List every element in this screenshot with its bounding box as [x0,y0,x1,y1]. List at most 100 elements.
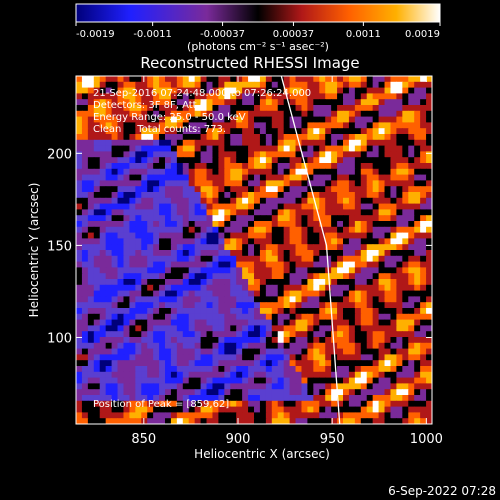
heatmap-cell [93,325,101,332]
heatmap-cell [348,383,356,390]
heatmap-cell [319,87,326,94]
heatmap-cell [248,290,255,297]
heatmap-cell [307,302,314,309]
heatmap-cell [176,377,184,384]
heatmap-cell [307,145,314,152]
heatmap-cell [372,395,380,402]
heatmap-cell [135,76,142,83]
heatmap-cell [248,163,255,170]
heatmap-cell [414,105,421,112]
heatmap-cell [188,151,196,158]
heatmap-cell [87,366,95,373]
heatmap-cell [212,203,219,210]
heatmap-cell [343,331,350,338]
heatmap-cell [426,342,432,350]
heatmap-cell [295,296,303,303]
heatmap-cell [378,250,386,257]
heatmap-cell [182,128,190,135]
heatmap-cell [396,128,403,135]
heatmap-cell [188,209,196,216]
heatmap-cell [99,209,107,216]
heatmap-cell [408,174,415,181]
heatmap-cell [259,360,267,367]
heatmap-cell [99,215,107,222]
heatmap-cell [337,377,344,384]
heatmap-cell [390,319,397,326]
heatmap-cell [271,180,279,187]
heatmap-cell [426,186,432,193]
heatmap-cell [378,168,386,176]
heatmap-cell [165,313,172,321]
heatmap-cell [325,348,332,355]
heatmap-cell [212,319,219,326]
heatmap-cell [396,151,403,158]
heatmap-cell [289,93,297,100]
heatmap-cell [135,261,142,268]
heatmap-cell [259,406,267,413]
heatmap-cell [165,261,172,268]
heatmap-cell [176,389,184,396]
heatmap-cell [301,226,308,234]
heatmap-cell [200,151,208,158]
heatmap-cell [313,81,320,89]
heatmap-cell [159,290,166,297]
heatmap-cell [206,76,214,83]
heatmap-cell [426,250,432,257]
heatmap-cell [325,139,332,147]
heatmap-cell [426,395,432,402]
heatmap-cell [153,371,160,379]
heatmap-cell [212,279,219,286]
heatmap-cell [218,406,225,413]
heatmap-cell [289,377,297,384]
heatmap-cell [348,81,356,89]
heatmap-cell [343,232,350,239]
heatmap-cell [408,128,415,135]
heatmap-cell [337,319,344,326]
heatmap-cell [159,116,166,123]
heatmap-cell [242,371,249,379]
heatmap-cell [76,151,83,158]
heatmap-cell [402,279,409,286]
heatmap-cell [384,302,392,309]
heatmap-cell [176,279,184,286]
heatmap-cell [81,151,89,158]
heatmap-cell [242,308,249,315]
heatmap-cell [105,76,113,83]
heatmap-cell [366,342,374,350]
heatmap-cell [372,348,380,355]
heatmap-cell [384,145,392,152]
heatmap-cell [331,116,338,123]
heatmap-cell [313,290,320,297]
heatmap-cell [384,134,392,141]
heatmap-cell [402,319,409,326]
heatmap-cell [384,105,392,112]
heatmap-cell [123,186,130,193]
heatmap-cell [117,255,125,263]
heatmap-cell [135,134,142,141]
heatmap-cell [414,406,421,413]
heatmap-cell [283,360,291,367]
heatmap-cell [396,209,403,216]
heatmap-cell [265,377,273,384]
heatmap-cell [390,128,397,135]
heatmap-cell [348,128,356,135]
heatmap-cell [123,110,130,118]
heatmap-cell [384,383,392,390]
heatmap-cell [354,267,362,274]
heatmap-cell [81,128,89,135]
heatmap-cell [212,163,219,170]
heatmap-cell [372,389,380,396]
heatmap-cell [396,377,403,384]
heatmap-cell [295,232,303,239]
heatmap-cell [331,267,338,274]
heatmap-cell [236,279,243,286]
heatmap-cell [384,331,392,338]
heatmap-cell [366,163,374,170]
heatmap-cell [319,163,326,170]
heatmap-cell [206,151,214,158]
heatmap-cell [123,267,130,274]
heatmap-cell [87,76,95,83]
heatmap-cell [402,232,409,239]
heatmap-cell [254,279,261,286]
heatmap-cell [348,302,356,309]
